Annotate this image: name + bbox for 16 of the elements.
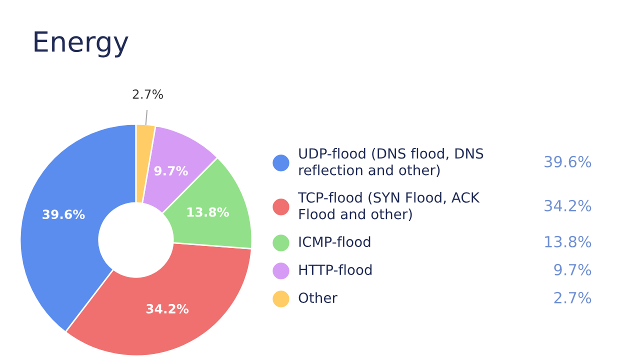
data-label: 2.7% [132,89,163,99]
text: 13.8% [545,236,592,248]
text: 39.6% [544,156,592,168]
text: 9.7% [554,264,592,276]
legend-label: ICMP-flood [299,236,370,248]
data-label: 13.8% [187,207,229,217]
legend-label: HTTP-flood [299,264,372,276]
legend-label: UDP-flood (DNS flood, DNS reflection and other) [299,148,484,177]
text: 34.2% [544,200,592,212]
text: 2.7% [554,292,592,304]
data-label: 34.2% [146,304,189,314]
data-label: 39.6% [42,210,85,220]
data-label: 9.7% [154,166,188,176]
chart-title: Energy [34,31,128,58]
legend-label: Other [298,292,338,304]
legend-label: TCP-flood (SYN Flood, ACK Flood and other) [298,192,480,221]
